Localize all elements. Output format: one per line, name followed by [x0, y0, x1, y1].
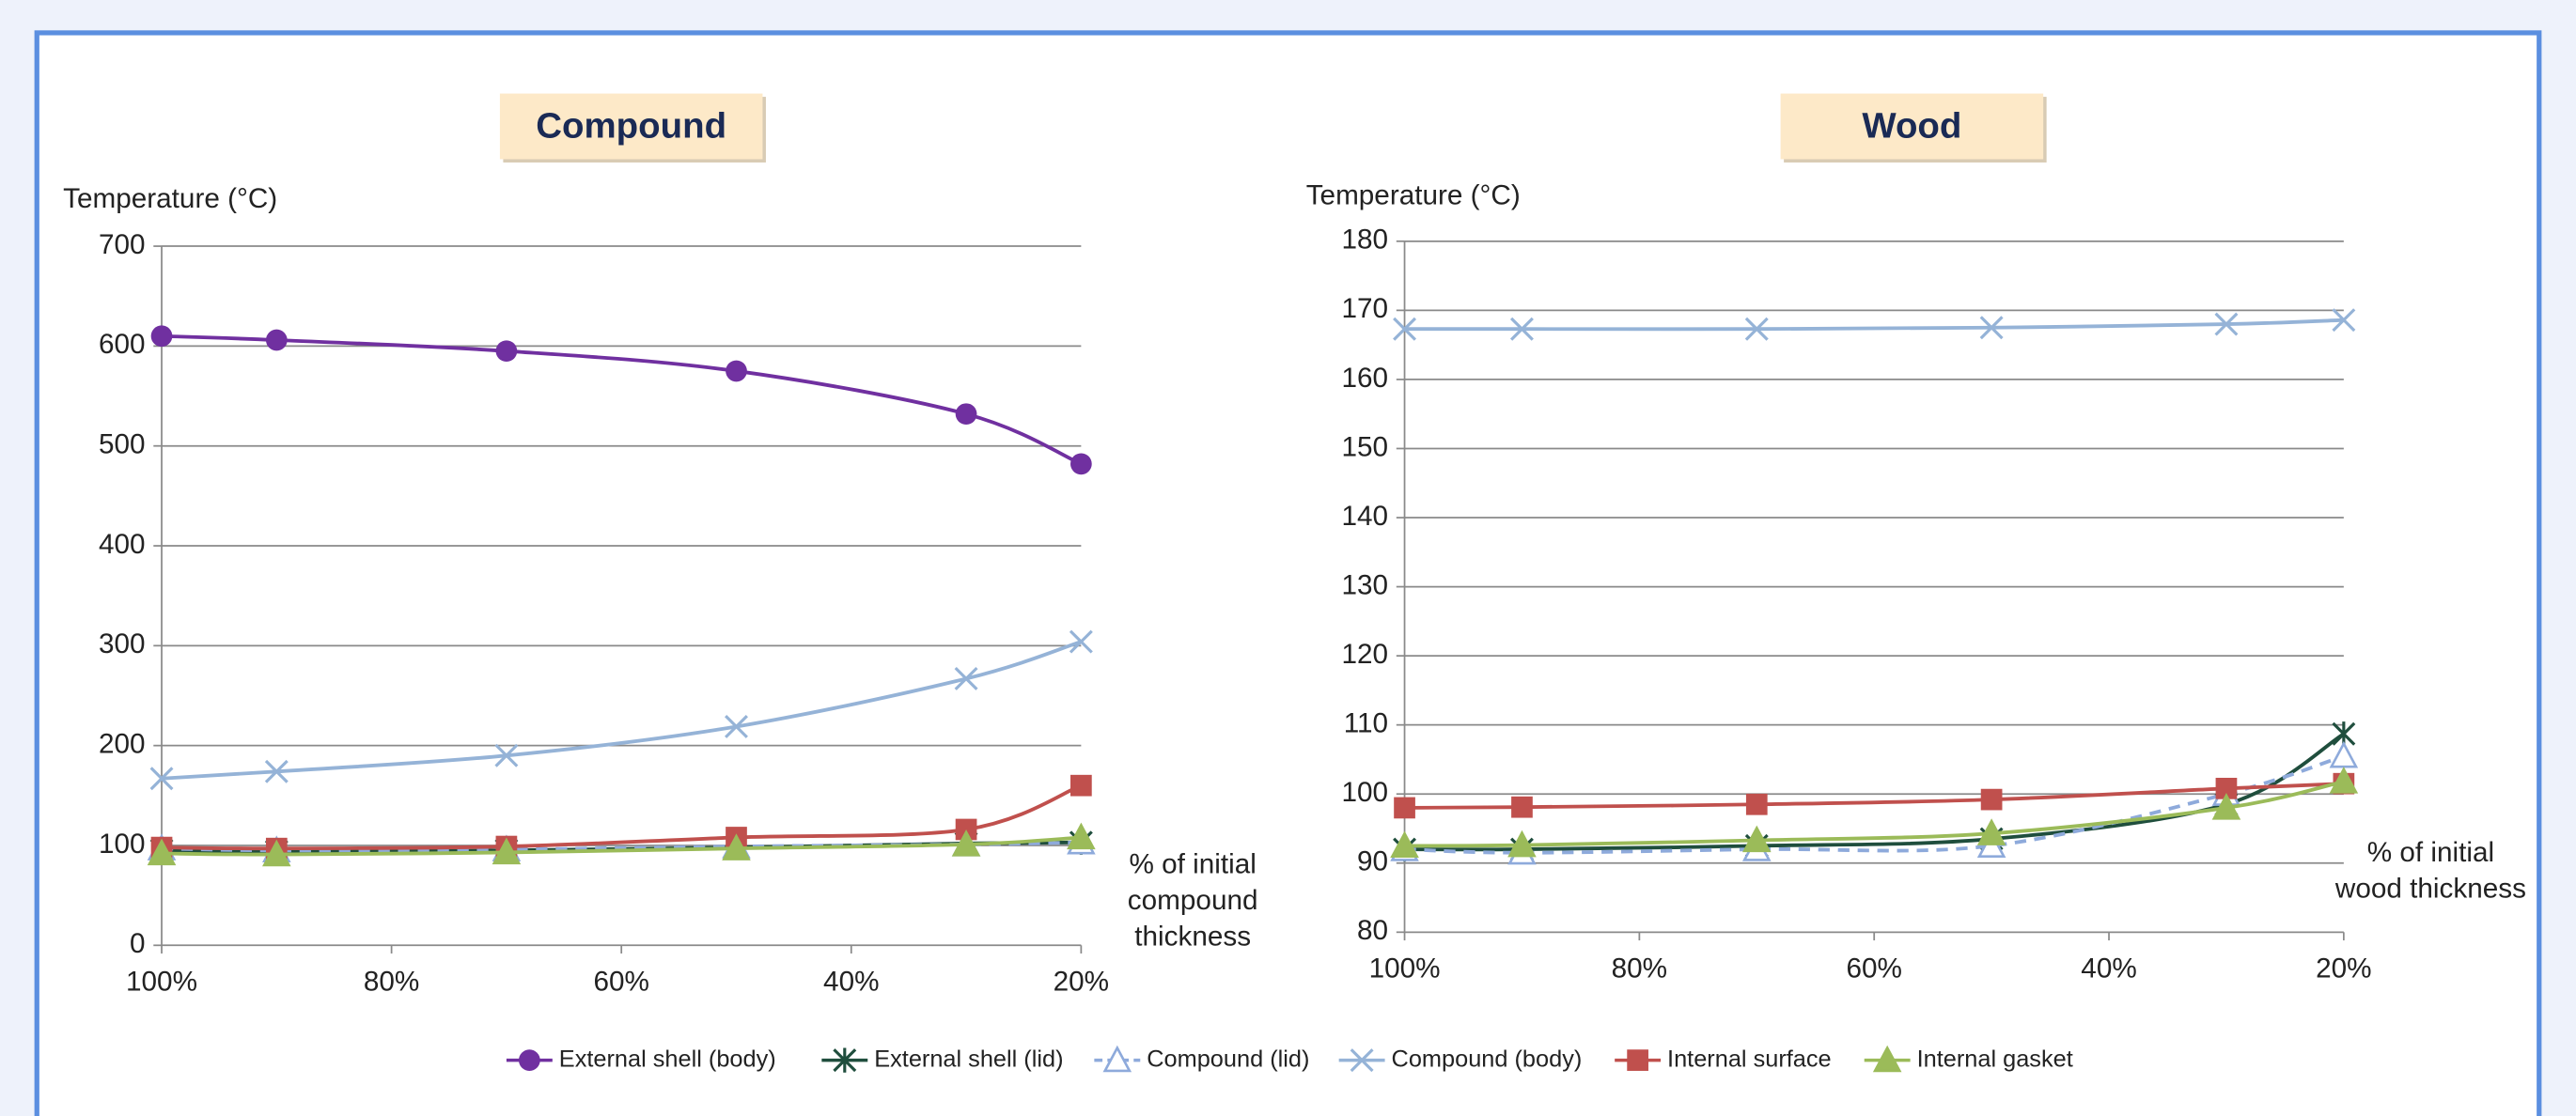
marker [147, 838, 177, 866]
legend-marker [519, 1049, 540, 1071]
legend-marker [1872, 1045, 1902, 1073]
marker [726, 360, 747, 382]
y-tick-label: 0 [130, 928, 146, 959]
marker [722, 833, 751, 860]
y-tick-label: 150 [1342, 431, 1389, 462]
x-axis-label-text: % of initial wood thickness [2334, 837, 2526, 905]
y-tick-label: 300 [99, 628, 146, 659]
marker [1069, 629, 1093, 654]
marker [2332, 308, 2356, 333]
marker [150, 325, 173, 348]
marker [1067, 822, 1096, 850]
x-tick-label: 100% [126, 966, 197, 997]
marker [1979, 316, 2004, 340]
x-tick-label: 80% [1612, 953, 1667, 984]
x-tick-label: 60% [1846, 953, 1901, 984]
marker [2215, 777, 2238, 799]
marker [1390, 830, 1419, 859]
y-tick-label: 600 [99, 329, 146, 360]
x-tick-label: 20% [2316, 953, 2371, 984]
y-tick-label: 130 [1342, 569, 1389, 600]
marker [495, 340, 518, 363]
y-axis-label: Temperature (°C) [63, 183, 277, 214]
legend-label: Compound (lid) [1147, 1046, 1309, 1072]
y-tick-label: 100 [99, 829, 146, 860]
legend-marker [1627, 1049, 1648, 1071]
chart-title: Wood [1862, 105, 1961, 146]
marker [1507, 829, 1537, 858]
marker [149, 767, 174, 791]
marker [264, 759, 289, 783]
x-axis-label: % of initial compound thickness [1127, 848, 1258, 953]
marker [494, 743, 519, 767]
marker [1393, 317, 1417, 341]
series-line [161, 840, 1082, 853]
marker [265, 329, 288, 351]
marker [954, 666, 978, 690]
x-axis-label: % of initial wood thickness [2334, 837, 2526, 905]
legend-label: Compound (body) [1392, 1046, 1583, 1072]
marker [2211, 793, 2241, 820]
marker [1976, 818, 2006, 845]
marker [1980, 788, 2003, 811]
marker [1070, 453, 1092, 475]
x-axis-label-text: % of initial compound thickness [1127, 848, 1258, 953]
x-tick-label: 40% [2081, 953, 2136, 984]
legend-label: External shell (body) [559, 1046, 776, 1072]
y-tick-label: 500 [99, 429, 146, 460]
title-box [499, 93, 763, 160]
marker [1741, 825, 1772, 853]
marker [951, 829, 981, 857]
marker [262, 839, 291, 867]
y-tick-label: 160 [1342, 363, 1389, 394]
y-tick-label: 400 [99, 529, 146, 560]
marker [1070, 774, 1092, 797]
x-tick-label: 80% [364, 966, 419, 997]
legend-label: External shell (lid) [874, 1046, 1063, 1072]
y-tick-label: 180 [1342, 225, 1389, 256]
marker [1394, 797, 1415, 819]
title-box [1780, 93, 2044, 160]
y-tick-label: 110 [1344, 708, 1388, 739]
x-tick-label: 100% [1369, 953, 1441, 984]
marker [955, 403, 977, 426]
y-tick-label: 140 [1342, 501, 1389, 532]
marker [955, 818, 977, 841]
panel [34, 30, 2542, 1116]
y-tick-label: 100 [1342, 777, 1389, 808]
y-tick-label: 170 [1342, 293, 1389, 324]
y-tick-label: 120 [1342, 639, 1389, 670]
marker [2214, 312, 2239, 336]
chart-title: Compound [536, 105, 726, 146]
marker [1511, 796, 1533, 818]
y-tick-label: 200 [99, 729, 146, 760]
y-tick-label: 90 [1357, 846, 1388, 877]
x-tick-label: 20% [1054, 966, 1109, 997]
marker [1509, 317, 1534, 341]
marker [1744, 317, 1769, 341]
legend-marker [833, 1047, 857, 1073]
legend-marker [1350, 1048, 1374, 1073]
legend-label: Internal gasket [1917, 1046, 2073, 1072]
marker [725, 714, 748, 738]
y-tick-label: 700 [99, 229, 146, 260]
x-tick-label: 60% [593, 966, 648, 997]
legend-label: Internal surface [1667, 1046, 1832, 1072]
marker [2329, 767, 2359, 794]
x-tick-label: 40% [823, 966, 879, 997]
marker [1745, 793, 1768, 815]
marker [492, 837, 522, 865]
y-axis-label: Temperature (°C) [1306, 179, 1521, 210]
legend-marker [1102, 1045, 1132, 1073]
y-tick-label: 80 [1357, 915, 1388, 946]
